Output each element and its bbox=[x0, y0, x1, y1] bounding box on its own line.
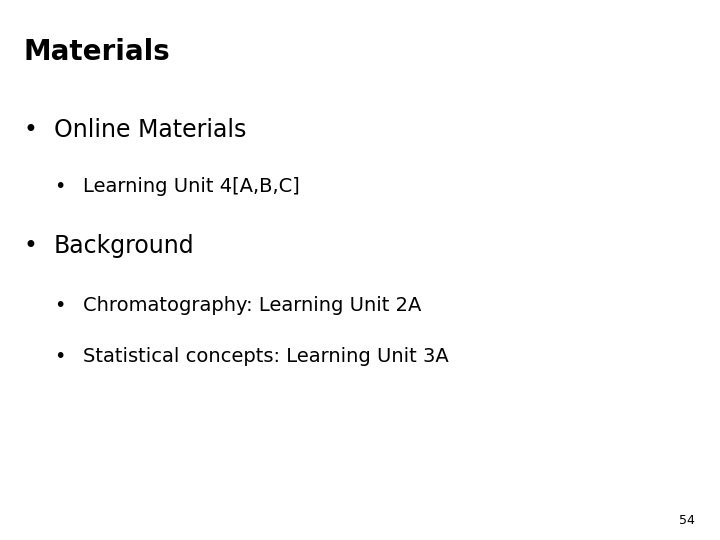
Text: 54: 54 bbox=[679, 514, 695, 526]
Text: Online Materials: Online Materials bbox=[54, 118, 246, 141]
Text: Chromatography: Learning Unit 2A: Chromatography: Learning Unit 2A bbox=[83, 295, 421, 315]
Text: •: • bbox=[54, 177, 66, 196]
Text: Statistical concepts: Learning Unit 3A: Statistical concepts: Learning Unit 3A bbox=[83, 347, 449, 366]
Text: Background: Background bbox=[54, 234, 194, 258]
Text: •: • bbox=[54, 295, 66, 315]
Text: •: • bbox=[54, 347, 66, 366]
Text: •: • bbox=[23, 234, 37, 258]
Text: •: • bbox=[23, 118, 37, 141]
Text: Learning Unit 4[A,B,C]: Learning Unit 4[A,B,C] bbox=[83, 177, 300, 196]
Text: Materials: Materials bbox=[23, 38, 170, 66]
